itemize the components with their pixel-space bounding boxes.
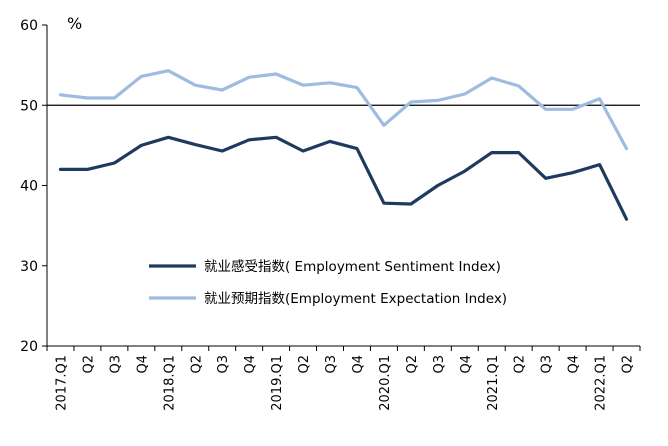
x-tick-label: Q4 <box>567 355 582 374</box>
x-tick-label: Q4 <box>351 355 366 374</box>
legend: 就业感受指数( Employment Sentiment Index) 就业预期… <box>149 258 507 307</box>
x-tick-label: Q2 <box>513 355 528 374</box>
x-tick-label: 2018.Q1 <box>162 355 177 411</box>
y-tick-label: 60 <box>20 18 38 34</box>
x-tick-label: Q4 <box>135 355 150 374</box>
x-tick-labels: 2017.Q1 Q2 Q3 Q4 2018.Q1 Q2 Q3 Q4 2019.Q1 Q2 Q3 Q4 2… <box>54 355 635 411</box>
x-tick-label: 2017.Q1 <box>54 355 69 411</box>
series-line-expectation <box>58 69 629 151</box>
x-tick-label: Q2 <box>81 355 96 374</box>
x-tick-label: Q3 <box>540 355 555 374</box>
x-tick-label: Q3 <box>324 355 339 374</box>
x-tick-label: Q2 <box>297 355 312 374</box>
x-tick-label: Q3 <box>432 355 447 374</box>
y-axis-unit-label: % <box>67 14 82 33</box>
legend-label-expectation: 就业预期指数(Employment Expectation Index) <box>204 291 507 307</box>
y-tick-label: 30 <box>20 259 38 275</box>
x-tick-label: Q2 <box>189 355 204 374</box>
chart-axes <box>42 24 641 351</box>
x-tick-label: Q4 <box>459 355 474 374</box>
x-tick-label: 2020.Q1 <box>378 355 393 411</box>
series-lines <box>58 69 629 221</box>
x-tick-label: Q2 <box>405 355 420 374</box>
x-tick-label: Q3 <box>216 355 231 374</box>
y-tick-labels: 20 30 40 50 60 <box>20 18 38 355</box>
x-tick-label: Q2 <box>621 355 636 374</box>
x-tick-label: 2019.Q1 <box>270 355 285 411</box>
legend-label-sentiment: 就业感受指数( Employment Sentiment Index) <box>204 258 501 275</box>
y-tick-label: 20 <box>20 339 38 355</box>
x-tick-label: Q4 <box>243 355 258 374</box>
x-tick-label: 2021.Q1 <box>486 355 501 411</box>
x-tick-label: 2022.Q1 <box>594 355 609 411</box>
series-line-sentiment <box>58 135 629 221</box>
x-tick-label: Q3 <box>108 355 123 374</box>
y-tick-label: 50 <box>20 98 38 114</box>
y-tick-label: 40 <box>20 179 38 195</box>
